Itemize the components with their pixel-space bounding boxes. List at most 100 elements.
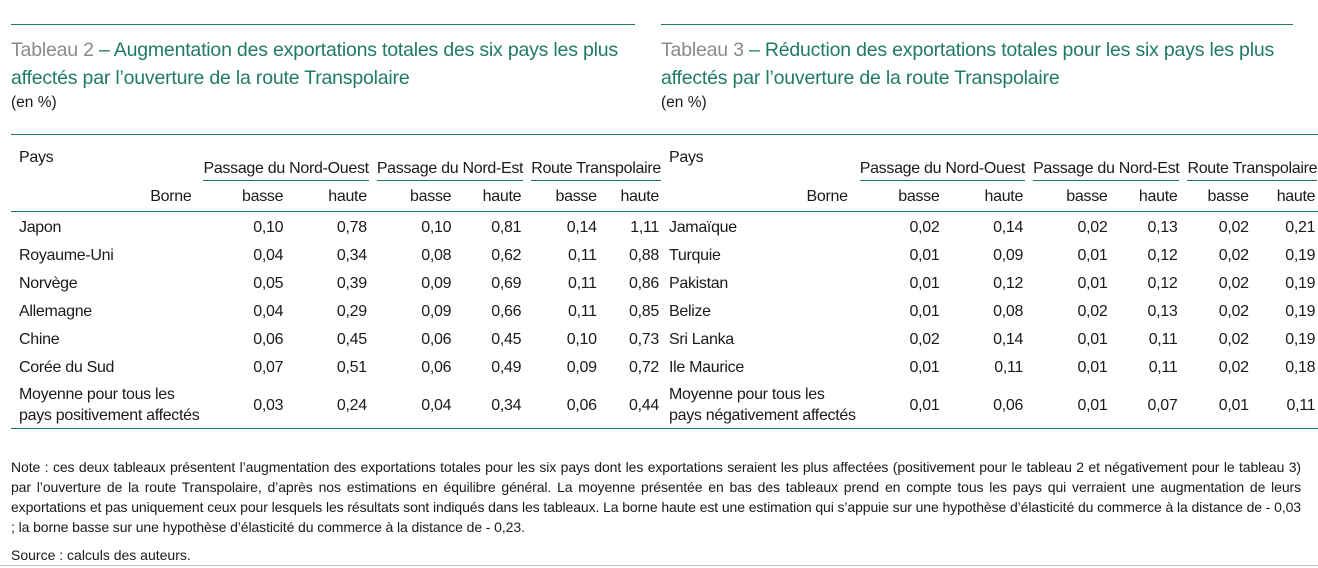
column-group-header: Passage du Nord-Ouest <box>199 135 372 184</box>
value-cell: 0,85 <box>629 303 659 320</box>
average-value-cell: 0,04 <box>421 396 452 414</box>
value-cell: 0,19 <box>1285 303 1316 320</box>
column-group-label: Passage du Nord-Ouest <box>859 158 1025 181</box>
basse-header: basse <box>372 183 458 212</box>
value-cell: 0,09 <box>993 247 1024 264</box>
average-value-cell: 0,06 <box>566 396 597 414</box>
haute-header: haute <box>289 183 373 212</box>
table-3-panel: Tableau 3 – Réduction des exportations t… <box>661 24 1318 429</box>
average-value-cell: 0,06 <box>993 396 1024 414</box>
average-value-cell: 0,01 <box>1218 396 1249 414</box>
table-number: Tableau 3 <box>661 39 744 61</box>
table-2-panel: Tableau 2 – Augmentation des exportation… <box>11 24 665 429</box>
country-cell: Jamaïque <box>669 219 737 236</box>
value-cell: 0,06 <box>421 359 452 376</box>
value-cell: 0,09 <box>566 359 597 376</box>
table-row: Japon 0,10 0,78 0,10 0,81 0,14 1,11 <box>11 212 665 243</box>
value-cell: 0,12 <box>993 275 1024 292</box>
value-cell: 0,08 <box>421 247 452 264</box>
value-cell: 0,11 <box>994 359 1024 376</box>
table-row: Ile Maurice 0,01 0,11 0,01 0,11 0,02 0,18 <box>661 354 1318 382</box>
basse-header: basse <box>1029 183 1114 212</box>
value-cell: 0,21 <box>1285 219 1316 236</box>
value-cell: 0,01 <box>909 275 940 292</box>
value-cell: 0,49 <box>491 359 522 376</box>
table-row: Jamaïque 0,02 0,14 0,02 0,13 0,02 0,21 <box>661 212 1318 243</box>
pays-header: Pays <box>669 149 704 166</box>
value-cell: 0,19 <box>1285 331 1316 348</box>
blank-cell <box>146 212 200 243</box>
column-group-header: Route Transpolaire <box>1183 135 1318 184</box>
value-cell: 0,01 <box>1077 275 1108 292</box>
value-cell: 0,02 <box>1218 359 1249 376</box>
column-group-header: Passage du Nord-Ouest <box>856 135 1029 184</box>
table-row: Royaume-Uni 0,04 0,34 0,08 0,62 0,11 0,88 <box>11 242 665 270</box>
value-cell: 0,08 <box>993 303 1024 320</box>
average-row: Moyenne pour tous les pays positivement a… <box>11 382 665 429</box>
average-label-line: Moyenne pour tous les <box>669 386 825 403</box>
value-cell: 0,78 <box>336 219 367 236</box>
average-value-cell: 0,03 <box>253 396 284 414</box>
average-row: Moyenne pour tous les pays négativement a… <box>661 382 1318 429</box>
value-cell: 0,11 <box>1148 331 1178 348</box>
value-cell: 0,02 <box>909 219 940 236</box>
column-group-header: Route Transpolaire <box>527 135 665 184</box>
table-row: Belize 0,01 0,08 0,02 0,13 0,02 0,19 <box>661 298 1318 326</box>
basse-header: basse <box>855 183 946 212</box>
value-cell: 0,02 <box>1218 219 1249 236</box>
country-cell: Pakistan <box>669 275 728 292</box>
table-unit: (en %) <box>661 94 707 111</box>
value-cell: 0,11 <box>567 303 597 320</box>
value-cell: 0,14 <box>566 219 597 236</box>
value-cell: 0,69 <box>491 275 522 292</box>
value-cell: 0,02 <box>909 331 940 348</box>
table-title-text: – Augmentation des exportations totales … <box>11 39 618 89</box>
header-row-bounds: Borne basse haute basse haute basse haute <box>661 183 1318 212</box>
value-cell: 0,13 <box>1147 219 1178 236</box>
value-cell: 0,09 <box>421 303 452 320</box>
blank-cell <box>11 183 146 212</box>
value-cell: 0,29 <box>336 303 367 320</box>
value-cell: 0,02 <box>1218 303 1249 320</box>
blank-cell <box>800 354 855 382</box>
country-cell: Royaume-Uni <box>19 247 114 264</box>
table-row: Norvège 0,05 0,39 0,09 0,69 0,11 0,86 <box>11 270 665 298</box>
average-value-cell: 0,24 <box>336 396 367 414</box>
basse-header: basse <box>1183 183 1255 212</box>
value-cell: 0,04 <box>253 303 284 320</box>
column-group-label: Passage du Nord-Est <box>376 158 524 181</box>
value-cell: 0,07 <box>253 359 284 376</box>
column-group-label: Passage du Nord-Est <box>1033 158 1180 181</box>
value-cell: 0,62 <box>491 247 522 264</box>
table-source: Source : calculs des auteurs. <box>11 547 191 563</box>
table-title-text: – Réduction des exportations totales pou… <box>661 39 1275 89</box>
average-label-line: Moyenne pour tous les <box>19 386 175 403</box>
value-cell: 0,01 <box>909 359 940 376</box>
value-cell: 0,01 <box>1077 247 1108 264</box>
table-row: Corée du Sud 0,07 0,51 0,06 0,49 0,09 0,72 <box>11 354 665 382</box>
value-cell: 0,39 <box>336 275 367 292</box>
value-cell: 0,73 <box>629 331 659 348</box>
blank-cell <box>800 326 855 354</box>
value-cell: 0,02 <box>1218 247 1249 264</box>
table-2: Pays Passage du Nord-Ouest Passage du Nord… <box>11 134 665 429</box>
country-cell: Chine <box>19 331 60 348</box>
bottom-rule <box>0 565 1318 566</box>
average-value-cell: 0,34 <box>491 396 522 414</box>
average-value-cell: 0,11 <box>1286 396 1316 414</box>
blank-cell <box>146 298 200 326</box>
value-cell: 0,10 <box>566 331 597 348</box>
value-cell: 0,04 <box>253 247 284 264</box>
header-row-bounds: Borne basse haute basse haute basse haute <box>11 183 665 212</box>
country-cell: Ile Maurice <box>669 359 744 376</box>
column-group-header: Passage du Nord-Est <box>1029 135 1183 184</box>
value-cell: 0,02 <box>1218 275 1249 292</box>
value-cell: 0,02 <box>1077 219 1108 236</box>
table-2-title: Tableau 2 – Augmentation des exportation… <box>11 36 635 92</box>
blank-cell <box>146 270 200 298</box>
blank-cell <box>800 270 855 298</box>
value-cell: 0,81 <box>491 219 522 236</box>
value-cell: 0,45 <box>491 331 522 348</box>
value-cell: 0,11 <box>567 275 597 292</box>
table-note: Note : ces deux tableaux présentent l’au… <box>11 459 1301 535</box>
